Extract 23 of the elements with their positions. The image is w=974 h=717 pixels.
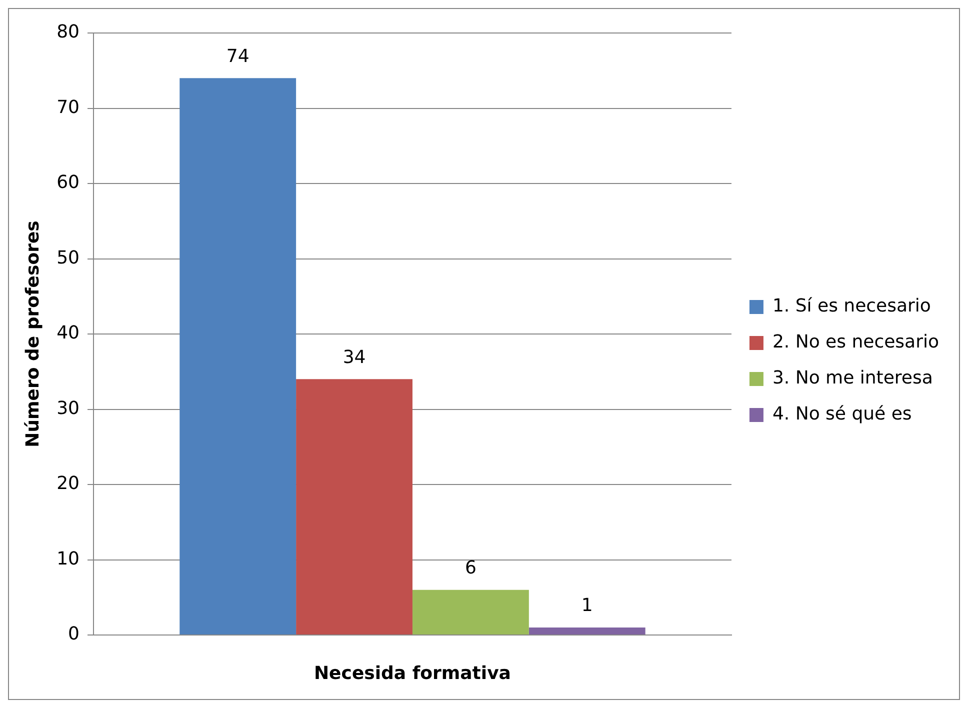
y-axis-title: Número de profesores xyxy=(22,220,44,448)
y-tick-label: 40 xyxy=(56,322,80,344)
legend-label: 4. No sé qué es xyxy=(772,404,912,425)
y-tick-label: 60 xyxy=(56,172,80,194)
bar xyxy=(180,78,296,634)
y-tick-label: 80 xyxy=(56,22,80,43)
data-label: 1 xyxy=(581,595,593,616)
bar xyxy=(296,379,412,634)
y-tick-label: 20 xyxy=(56,473,80,494)
data-label: 6 xyxy=(464,558,476,579)
x-axis-title: Necesida formativa xyxy=(314,662,511,684)
y-tick-label: 10 xyxy=(56,548,80,570)
legend-label: 1. Sí es necesario xyxy=(772,296,931,317)
data-label: 34 xyxy=(342,346,366,368)
bar xyxy=(412,590,529,634)
y-tick-label: 50 xyxy=(56,247,80,268)
bar xyxy=(528,627,646,634)
y-tick-label: 30 xyxy=(56,398,80,419)
legend-label: 2. No es necesario xyxy=(772,332,940,353)
legend-label: 3. No me interesa xyxy=(772,368,933,389)
y-tick-label: 0 xyxy=(68,624,80,645)
data-label: 74 xyxy=(226,46,250,67)
y-tick-label: 70 xyxy=(56,96,80,118)
